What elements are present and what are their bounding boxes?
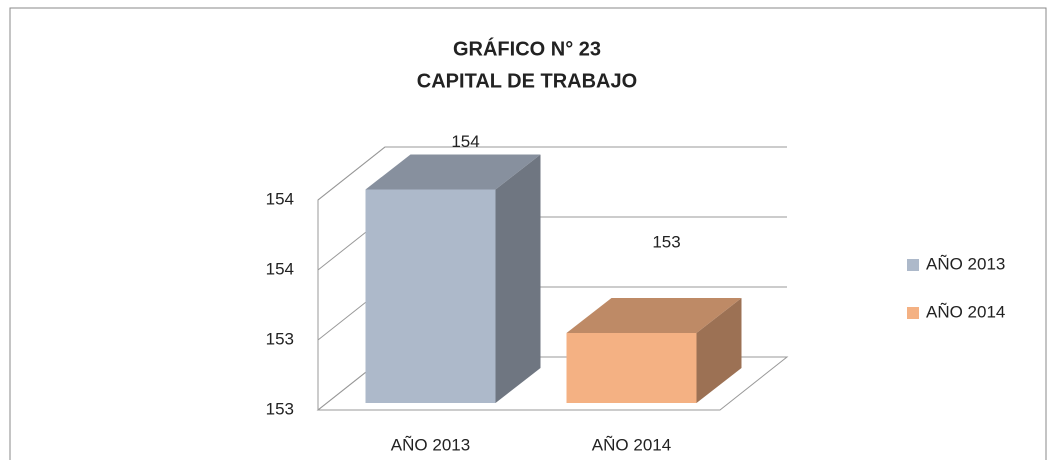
bar-top: [566, 298, 742, 333]
y-tick-label: 154: [266, 259, 294, 278]
legend-label: AÑO 2014: [926, 302, 1005, 321]
x-tick-label: AÑO 2013: [391, 435, 470, 454]
legend-label: AÑO 2013: [926, 254, 1005, 273]
bar: [566, 333, 697, 403]
bar-top: [365, 154, 541, 190]
grid-line: [317, 146, 787, 201]
bar-side: [495, 154, 541, 403]
data-label: 153: [652, 232, 680, 251]
y-tick-label: 154: [266, 189, 294, 208]
legend-swatch: [907, 307, 919, 319]
bar: [365, 189, 496, 403]
y-tick-label: 153: [266, 329, 294, 348]
y-tick-label: 153: [266, 399, 294, 418]
x-tick-label: AÑO 2014: [592, 435, 671, 454]
legend-swatch: [907, 259, 919, 271]
chart-subtitle: CAPITAL DE TRABAJO: [417, 70, 637, 92]
chart-title: GRÁFICO N° 23: [453, 37, 601, 60]
data-label: 154: [451, 132, 479, 151]
